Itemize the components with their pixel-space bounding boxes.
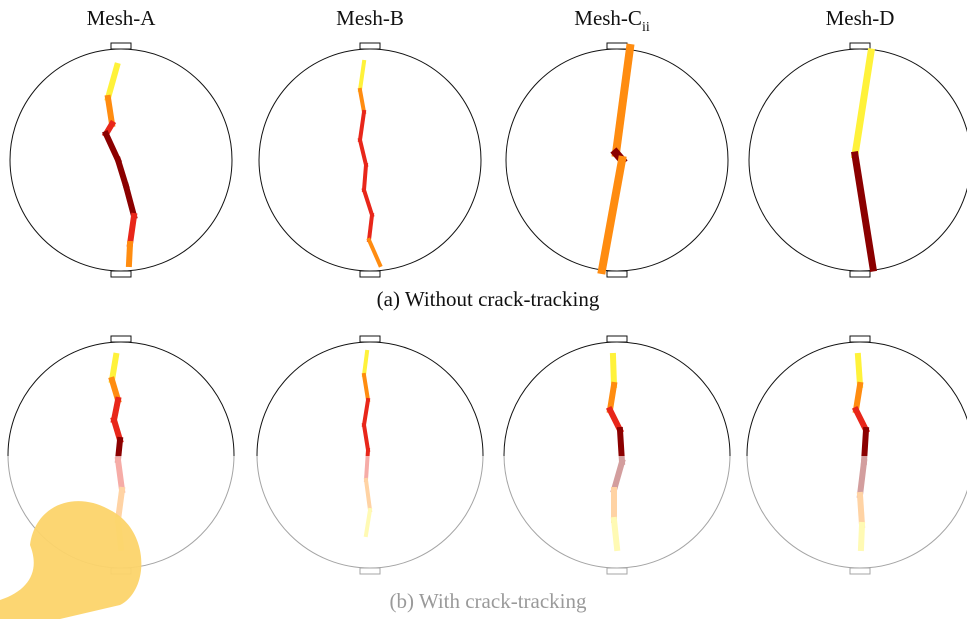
crack-segment xyxy=(104,62,121,102)
fade-overlay xyxy=(0,456,967,619)
crack-segment xyxy=(606,381,618,414)
column-title: Mesh-Cii xyxy=(574,6,650,35)
column-title: Mesh-A xyxy=(87,6,157,30)
loading-plate xyxy=(849,335,871,343)
crack-segment xyxy=(361,397,371,428)
crack-segment xyxy=(110,416,124,444)
loading-plate xyxy=(606,335,628,343)
crack-segment xyxy=(609,352,618,389)
crack-segment xyxy=(357,59,367,93)
loading-plate xyxy=(606,42,628,50)
crack-segment xyxy=(357,137,369,168)
caption: (b) With crack-tracking xyxy=(389,589,587,613)
highlight-blob xyxy=(0,501,142,619)
crack-segment xyxy=(361,422,371,453)
loading-plate xyxy=(359,270,381,278)
crack-segment xyxy=(110,396,122,424)
crack-segment xyxy=(851,405,871,435)
loading-plate xyxy=(110,42,132,50)
crack-segment xyxy=(611,43,635,158)
column-title: Mesh-D xyxy=(826,6,895,30)
crack-segment xyxy=(366,237,383,268)
crack-segment xyxy=(854,352,864,389)
crack-segment xyxy=(850,150,878,273)
crack-segment xyxy=(361,187,375,218)
crack-segment xyxy=(605,405,625,435)
crack-segment xyxy=(126,212,138,248)
crack-segment xyxy=(366,212,375,243)
loading-plate xyxy=(110,270,132,278)
crack-segment xyxy=(102,130,122,164)
crack-segment xyxy=(852,381,864,414)
crack-segment xyxy=(357,109,367,143)
loading-plate xyxy=(110,335,132,343)
column-title-subscript: ii xyxy=(642,20,650,35)
crack-segment xyxy=(104,94,116,128)
loading-plate xyxy=(606,270,628,278)
crack-segment xyxy=(108,352,120,384)
crack-segment xyxy=(361,162,369,193)
crack-segment xyxy=(114,156,130,190)
crack-segment xyxy=(361,372,371,403)
crack-segment xyxy=(851,48,875,159)
loading-plate xyxy=(849,42,871,50)
column-title-main: Mesh-C xyxy=(574,6,642,30)
crack-segment xyxy=(108,376,122,404)
crack-segment xyxy=(357,87,367,115)
loading-plate xyxy=(849,270,871,278)
crack-segment xyxy=(122,182,138,220)
loading-plate xyxy=(359,335,381,343)
loading-plate xyxy=(359,42,381,50)
caption: (a) Without crack-tracking xyxy=(377,287,600,311)
crack-segment xyxy=(361,349,370,378)
crack-segment xyxy=(125,240,134,268)
column-title: Mesh-B xyxy=(336,6,404,30)
crack-segment xyxy=(597,155,627,275)
